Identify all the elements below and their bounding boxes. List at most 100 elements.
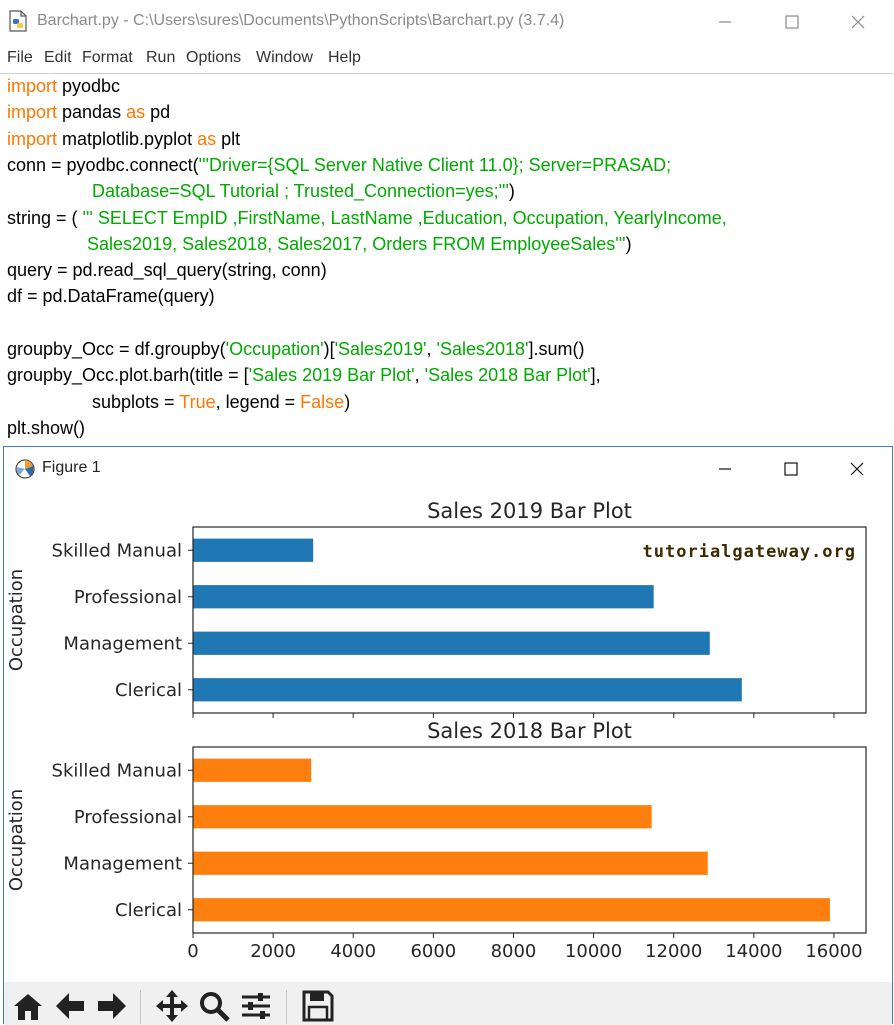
code-line: plt.show()	[7, 418, 85, 439]
x-tick-label: 0	[187, 941, 198, 962]
code-keyword: as	[197, 128, 217, 149]
code-line: import pyodbc	[7, 76, 120, 97]
navigation-toolbar	[4, 982, 892, 1025]
plot-frame	[192, 746, 867, 934]
close-icon	[851, 15, 865, 29]
subplots-config-icon[interactable]	[238, 988, 274, 1024]
code-string: 'Sales2019'	[334, 339, 427, 359]
close-button[interactable]	[834, 0, 882, 44]
y-axis-label: Occupation	[6, 789, 27, 891]
code-text: )	[508, 181, 515, 202]
menu-window[interactable]: Window	[256, 49, 313, 66]
bar-skilled-manual	[193, 758, 312, 782]
code-keyword: True	[179, 391, 216, 412]
code-text: df = pd.DataFrame(query)	[7, 286, 215, 307]
zoom-icon[interactable]	[196, 988, 232, 1024]
menu-options[interactable]: Options	[186, 49, 242, 66]
x-tick-label: 16000	[805, 941, 862, 962]
menu-help[interactable]: Help	[328, 49, 361, 66]
toolbar-separator	[140, 990, 141, 1024]
matplotlib-icon	[15, 459, 35, 479]
figure-minimize-button[interactable]	[701, 447, 749, 491]
code-text: query = pd.read_sql_query(string, conn)	[7, 260, 327, 281]
code-text: subplots =	[7, 391, 180, 412]
code-string: Sales2019, Sales2018, Sales2017, Orders …	[87, 233, 626, 254]
y-tick-label: Clerical	[115, 680, 182, 701]
python-file-icon	[9, 10, 27, 32]
bar-skilled-manual	[193, 538, 314, 562]
minimize-icon	[719, 468, 731, 470]
editor-titlebar: Barchart.py - C:\Users\sures\Documents\P…	[0, 0, 894, 44]
code-line: query = pd.read_sql_query(string, conn)	[7, 260, 327, 281]
pan-icon[interactable]	[154, 988, 190, 1024]
code-string: ''' SELECT EmpID ,FirstName, LastName ,E…	[82, 207, 727, 228]
code-text: )	[344, 391, 351, 412]
toolbar-separator	[286, 990, 287, 1024]
figure-title: Figure 1	[42, 459, 101, 476]
figure-canvas[interactable]: Clerical Management Professional Skilled Ma…	[4, 489, 892, 979]
code-text	[7, 181, 92, 201]
bar-clerical	[193, 898, 830, 922]
x-tick-label: 8000	[491, 941, 537, 962]
code-text: conn = pyodbc.connect(	[7, 154, 199, 175]
figure-maximize-button[interactable]	[767, 447, 815, 491]
code-line: string = ( ''' SELECT EmpID ,FirstName, …	[7, 208, 727, 229]
code-line: import matplotlib.pyplot as plt	[7, 129, 240, 150]
code-text: pd	[145, 102, 171, 123]
back-arrow-icon[interactable]	[52, 988, 88, 1024]
code-keyword: False	[300, 391, 345, 412]
code-editor[interactable]: import pyodbc import pandas as pd import m…	[0, 73, 893, 449]
code-line: conn = pyodbc.connect('''Driver={SQL Ser…	[7, 155, 671, 176]
x-tick-label: 2000	[250, 941, 296, 962]
idle-editor-window: Barchart.py - C:\Users\sures\Documents\P…	[0, 0, 894, 448]
code-string: '''Driver={SQL Server Native Client 11.0…	[198, 154, 672, 175]
code-line: df = pd.DataFrame(query)	[7, 286, 215, 307]
code-line: Sales2019, Sales2018, Sales2017, Orders …	[7, 234, 632, 255]
code-text: groupby_Occ = df.groupby(	[7, 339, 226, 359]
y-tick-label: Professional	[74, 587, 182, 608]
y-tick-label: Professional	[74, 807, 182, 828]
bar-professional	[193, 805, 652, 829]
minimize-icon	[719, 21, 731, 23]
plot-frame	[192, 526, 867, 714]
code-string: 'Sales2018'	[436, 339, 529, 359]
code-text: , legend =	[215, 391, 301, 412]
plot-title: Sales 2019 Bar Plot	[427, 499, 632, 523]
menu-file[interactable]: File	[7, 49, 33, 66]
code-line: import pandas as pd	[7, 102, 170, 123]
code-text: string = (	[7, 207, 83, 228]
code-text: ],	[590, 365, 601, 386]
menu-run[interactable]: Run	[146, 49, 176, 66]
code-keyword: import	[7, 128, 58, 149]
save-icon[interactable]	[300, 988, 336, 1024]
y-tick-label: Management	[63, 633, 182, 654]
y-tick-label: Skilled Manual	[52, 760, 182, 781]
forward-arrow-icon[interactable]	[94, 988, 130, 1024]
x-tick-label: 14000	[725, 941, 782, 962]
code-text	[7, 234, 87, 254]
code-string: 'Sales 2019 Bar Plot'	[248, 365, 415, 386]
window-title: Barchart.py - C:\Users\sures\Documents\P…	[37, 12, 565, 29]
code-text: ,	[414, 365, 425, 386]
minimize-button[interactable]	[701, 0, 749, 44]
code-text: ,	[426, 339, 437, 359]
watermark-text: tutorialgateway.org	[643, 542, 856, 562]
code-text: )[	[323, 339, 335, 359]
maximize-button[interactable]	[768, 0, 816, 44]
code-keyword: as	[126, 102, 146, 123]
code-keyword: import	[7, 102, 58, 123]
x-tick-label: 10000	[565, 941, 622, 962]
home-icon[interactable]	[10, 988, 46, 1024]
code-string: 'Sales 2018 Bar Plot'	[424, 365, 591, 386]
menu-format[interactable]: Format	[82, 49, 133, 66]
code-string: 'Occupation'	[225, 339, 324, 359]
figure-close-button[interactable]	[833, 447, 881, 491]
x-tick-label: 4000	[330, 941, 376, 962]
code-line: subplots = True, legend = False)	[7, 392, 350, 413]
subplot-1: Clerical Management Professional Skilled Ma…	[6, 499, 867, 718]
code-text: ].sum()	[528, 339, 585, 359]
bar-management	[193, 851, 708, 875]
x-tick-label: 6000	[410, 941, 456, 962]
code-text: groupby_Occ.plot.barh(title = [	[7, 365, 249, 386]
menu-edit[interactable]: Edit	[44, 49, 72, 66]
